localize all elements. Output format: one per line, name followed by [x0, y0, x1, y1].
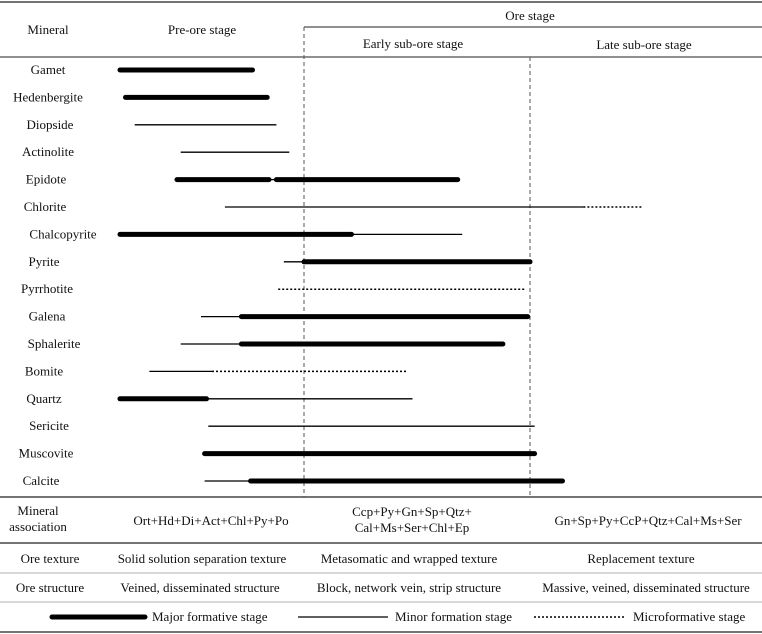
late-sub-ore-stage-header: Late sub-ore stage: [596, 37, 692, 52]
mineral-association-row: Mineral association Ort+Hd+Di+Act+Chl+Py…: [9, 503, 742, 535]
association-pre: Ort+Hd+Di+Act+Chl+Py+Po: [133, 513, 288, 528]
early-sub-ore-stage-header: Early sub-ore stage: [363, 36, 464, 51]
structure-pre: Veined, disseminated structure: [120, 580, 279, 595]
association-early-line1: Ccp+Py+Gn+Sp+Qtz+: [352, 504, 472, 519]
structure-early: Block, network vein, strip structure: [317, 580, 501, 595]
mineral-name: Pyrite: [28, 254, 59, 269]
mineral-name: Chlorite: [24, 199, 67, 214]
mineral-name: Chalcopyrite: [29, 226, 96, 241]
mineral-name: Calcite: [23, 473, 60, 488]
association-label-line2: association: [9, 519, 67, 534]
legend-minor-label: Minor formation stage: [395, 609, 512, 624]
ore-stage-header: Ore stage: [505, 8, 555, 23]
pre-ore-stage-header: Pre-ore stage: [168, 22, 236, 37]
mineral-name: Muscovite: [19, 446, 74, 461]
mineral-name: Gamet: [31, 62, 66, 77]
structure-label: Ore structure: [16, 580, 84, 595]
mineral-name: Hedenbergite: [13, 89, 83, 104]
texture-late: Replacement texture: [587, 551, 694, 566]
association-early-line2: Cal+Ms+Ser+Chl+Ep: [355, 520, 470, 535]
ore-structure-row: Ore structure Veined, disseminated struc…: [16, 580, 750, 595]
mineral-name: Sphalerite: [28, 336, 81, 351]
mineral-bars: [117, 67, 642, 484]
texture-early: Metasomatic and wrapped texture: [321, 551, 498, 566]
headers: Mineral Pre-ore stage Ore stage Early su…: [27, 8, 691, 52]
mineral-name: Galena: [29, 309, 66, 324]
association-late: Gn+Sp+Py+CcP+Qtz+Cal+Ms+Ser: [554, 513, 742, 528]
legend-major-label: Major formative stage: [152, 609, 268, 624]
ore-texture-row: Ore texture Solid solution separation te…: [21, 551, 695, 566]
mineral-name: Diopside: [27, 117, 74, 132]
texture-label: Ore texture: [21, 551, 80, 566]
mineral-name: Epidote: [26, 172, 67, 187]
association-label-line1: Mineral: [17, 503, 59, 518]
texture-pre: Solid solution separation texture: [118, 551, 287, 566]
mineral-name: Sericite: [29, 418, 69, 433]
mineral-name: Actinolite: [22, 144, 74, 159]
mineral-name: Quartz: [26, 391, 62, 406]
legend-micro-label: Microformative stage: [633, 609, 745, 624]
mineral-name: Bomite: [25, 363, 64, 378]
structure-late: Massive, veined, disseminated structure: [542, 580, 750, 595]
mineral-names: Gamet Hedenbergite Diopside Actinolite Epido…: [13, 62, 97, 488]
mineral-header: Mineral: [27, 22, 69, 37]
legend: Major formative stage Minor formation st…: [49, 609, 745, 624]
mineral-name: Pyrrhotite: [21, 281, 73, 296]
